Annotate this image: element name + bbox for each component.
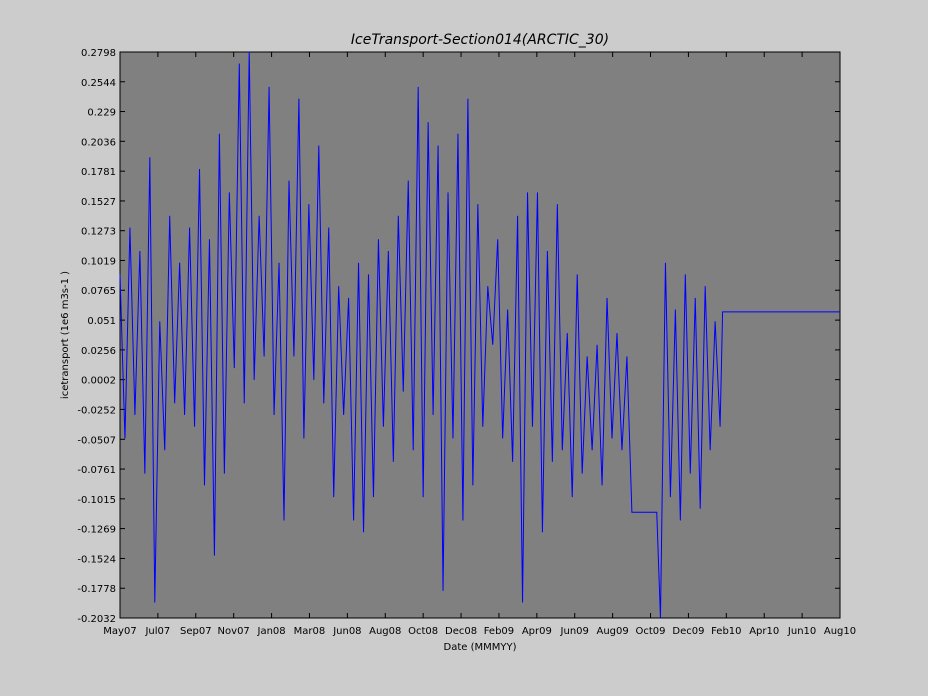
x-tick-label: Jun08 <box>332 626 361 637</box>
x-axis-label: Date (MMMYY) <box>444 642 517 653</box>
x-tick-label: Dec08 <box>445 626 477 637</box>
x-tick-label: Apr10 <box>749 626 779 637</box>
y-tick-label: -0.1015 <box>77 495 116 506</box>
y-tick-label: 0.2544 <box>81 78 116 89</box>
y-tick-label: 0.229 <box>87 108 116 119</box>
x-tick-label: Jan08 <box>257 626 286 637</box>
x-tick-label: Dec09 <box>672 626 704 637</box>
x-tick-label: Feb10 <box>711 626 741 637</box>
y-tick-label: 0.1781 <box>81 167 116 178</box>
y-tick-label: -0.0507 <box>77 435 116 446</box>
x-tick-label: May07 <box>103 626 136 637</box>
x-tick-label: Oct09 <box>636 626 666 637</box>
y-tick-label: -0.1524 <box>77 554 116 565</box>
x-tick-label: Oct08 <box>408 626 438 637</box>
y-tick-label: -0.1778 <box>77 584 116 595</box>
y-tick-label: -0.2032 <box>77 614 116 625</box>
x-tick-label: Aug09 <box>596 626 628 637</box>
y-tick-label: 0.1019 <box>81 256 116 267</box>
x-tick-label: Nov07 <box>218 626 250 637</box>
chart-title: IceTransport-Section014(ARCTIC_30) <box>351 32 609 48</box>
y-tick-label: 0.2036 <box>81 137 116 148</box>
y-tick-label: 0.1527 <box>81 197 116 208</box>
y-axis-label: icetransport (1e6 m3s-1 ) <box>60 271 71 399</box>
x-tick-label: Mar08 <box>294 626 326 637</box>
x-tick-label: Jun10 <box>787 626 816 637</box>
x-tick-label: Jun09 <box>560 626 589 637</box>
y-tick-label: 0.0002 <box>81 376 116 387</box>
plot-area <box>119 51 841 619</box>
x-tick-label: Sep07 <box>180 626 212 637</box>
y-tick-label: 0.2798 <box>81 48 116 59</box>
y-tick-label: -0.1269 <box>77 525 116 536</box>
x-tick-label: Aug08 <box>369 626 401 637</box>
y-tick-label: -0.0761 <box>77 465 116 476</box>
y-tick-label: 0.051 <box>87 316 116 327</box>
data-line <box>119 51 840 619</box>
y-tick-label: 0.0256 <box>81 346 116 357</box>
x-tick-label: Apr09 <box>522 626 552 637</box>
x-tick-label: Jul07 <box>144 626 170 637</box>
y-tick-label: -0.0252 <box>77 405 116 416</box>
y-tick-label: 0.0765 <box>81 286 116 297</box>
x-tick-label: Feb09 <box>484 626 514 637</box>
x-tick-label: Aug10 <box>824 626 856 637</box>
y-tick-label: 0.1273 <box>81 227 116 238</box>
